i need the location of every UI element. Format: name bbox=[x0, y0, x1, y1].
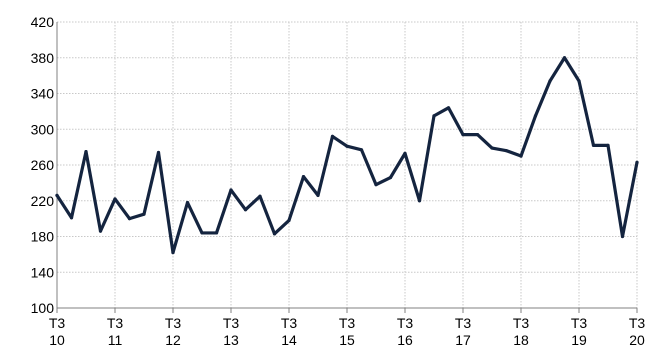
data-point bbox=[287, 218, 291, 223]
series-layer bbox=[55, 56, 639, 255]
x-tick-label: T3 10 bbox=[49, 315, 66, 348]
data-point bbox=[446, 106, 451, 110]
data-point bbox=[200, 231, 204, 235]
data-point bbox=[490, 146, 494, 150]
data-point bbox=[562, 56, 567, 60]
data-point bbox=[214, 231, 219, 235]
y-tick-label: 260 bbox=[31, 157, 55, 173]
data-point bbox=[142, 212, 146, 216]
data-point bbox=[374, 183, 378, 187]
data-point bbox=[417, 199, 422, 203]
x-tick-label: T3 13 bbox=[223, 315, 240, 348]
x-tick-label: T3 20 bbox=[629, 315, 646, 348]
data-point bbox=[577, 79, 581, 83]
x-tick-label: T3 19 bbox=[571, 315, 588, 348]
x-tick-label: T3 18 bbox=[513, 315, 530, 348]
y-tick-label: 140 bbox=[31, 264, 55, 280]
data-point bbox=[156, 150, 161, 155]
data-point bbox=[69, 216, 74, 220]
axis-layer bbox=[56, 22, 638, 313]
data-point bbox=[461, 133, 465, 137]
data-point bbox=[403, 151, 407, 155]
data-point bbox=[127, 217, 132, 221]
data-point bbox=[432, 114, 436, 118]
data-point bbox=[243, 208, 248, 212]
data-point bbox=[548, 79, 552, 83]
y-tick-label: 300 bbox=[31, 121, 55, 137]
data-point bbox=[519, 154, 523, 158]
data-point bbox=[606, 143, 610, 147]
grid-layer bbox=[57, 21, 638, 308]
data-point bbox=[359, 148, 364, 152]
data-point bbox=[229, 188, 233, 192]
data-point bbox=[591, 143, 596, 147]
y-tick-label: 220 bbox=[31, 193, 55, 209]
data-point bbox=[272, 232, 277, 236]
data-point bbox=[475, 133, 480, 137]
y-tick-label: 340 bbox=[31, 86, 55, 102]
data-point bbox=[113, 197, 117, 201]
y-tick-label: 380 bbox=[31, 50, 55, 66]
y-tick-label: 100 bbox=[31, 300, 55, 316]
data-point bbox=[185, 200, 190, 205]
data-point bbox=[388, 175, 393, 180]
y-tick-label: 420 bbox=[31, 14, 55, 30]
data-point bbox=[504, 149, 509, 153]
data-point bbox=[55, 193, 59, 197]
x-tick-label: T3 12 bbox=[165, 315, 182, 348]
data-point bbox=[330, 134, 335, 138]
x-tick-label: T3 17 bbox=[455, 315, 472, 348]
data-point bbox=[84, 149, 88, 154]
data-point bbox=[635, 160, 639, 164]
data-point bbox=[345, 144, 349, 148]
x-tick-label: T3 14 bbox=[281, 315, 298, 348]
data-point bbox=[171, 250, 175, 255]
data-point bbox=[533, 114, 538, 118]
data-point bbox=[620, 234, 625, 239]
data-point bbox=[98, 229, 103, 233]
data-point bbox=[316, 193, 320, 197]
data-point bbox=[301, 175, 306, 179]
x-tick-label: T3 11 bbox=[107, 315, 124, 348]
data-point bbox=[258, 194, 262, 198]
tick-label-layer: 100 140 180 220 260 300 340 380 420 T3 10 T3 11 T3 12 T… bbox=[31, 14, 646, 348]
x-tick-label: T3 15 bbox=[339, 315, 356, 348]
y-tick-label: 180 bbox=[31, 229, 55, 245]
x-tick-label: T3 16 bbox=[397, 315, 414, 348]
